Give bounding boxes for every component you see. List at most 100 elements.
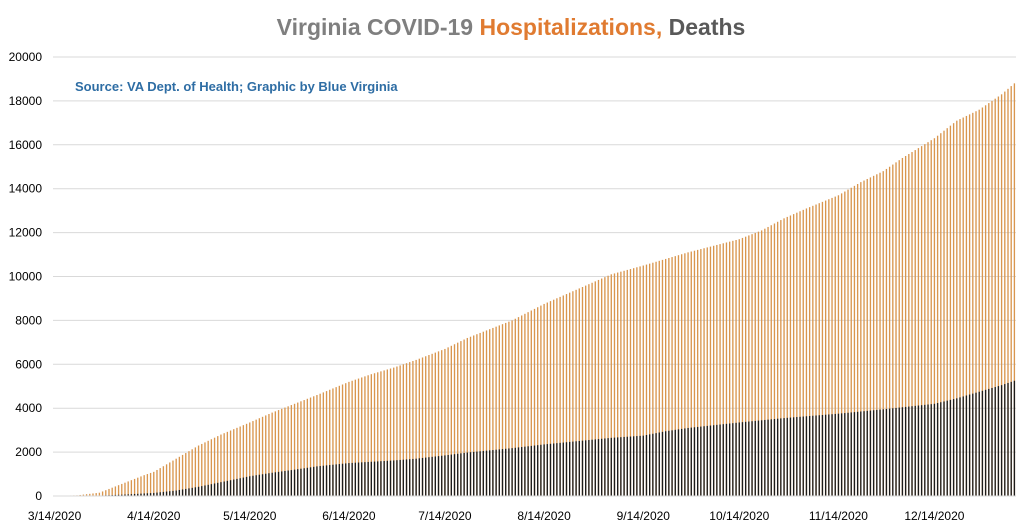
deaths-bar [837,413,840,496]
deaths-bar [415,458,417,496]
hospitalizations-bar [85,494,88,496]
hospitalizations-bar [268,414,270,496]
hospitalizations-bar [936,135,939,496]
hospitalizations-bar [741,237,744,496]
hospitalizations-bar [431,353,433,496]
deaths-bar [572,441,574,496]
x-tick-label: 12/14/2020 [904,509,964,523]
hospitalizations-bar [297,402,299,496]
deaths-bar [895,407,897,496]
hospitalizations-bar [79,494,81,496]
x-tick-label: 8/14/2020 [517,509,571,523]
deaths-bar [623,436,625,496]
deaths-bar [888,408,891,496]
hospitalizations-bar [453,344,456,496]
deaths-bar [818,415,820,496]
deaths-bar [201,486,203,496]
hospitalizations-bar [140,476,142,496]
deaths-bar [300,468,302,496]
deaths-bar [428,457,430,496]
hospitalizations-bar [537,307,539,496]
deaths-bar [130,494,133,496]
x-tick-label: 3/14/2020 [28,509,82,523]
deaths-bar [485,450,488,496]
deaths-bar [226,480,229,496]
deaths-bar [1000,385,1003,496]
deaths-bar [517,447,520,496]
deaths-bar [674,429,676,496]
deaths-bar [153,492,155,496]
deaths-bar [716,424,718,496]
hospitalizations-bar [98,492,101,496]
deaths-bar [265,473,267,496]
hospitalizations-bar [668,258,670,496]
deaths-bar [607,438,609,496]
hospitalizations-bar [245,423,248,496]
deaths-bar [722,424,724,496]
hospitalizations-bar [908,154,910,496]
hospitalizations-bar [185,453,187,496]
deaths-bar [690,427,692,496]
hospitalizations-bar [572,291,574,496]
title-part-virginia: Virginia COVID-19 [277,14,480,40]
hospitalizations-bar [143,475,145,496]
deaths-bar [808,416,811,496]
hospitalizations-bar [885,168,888,496]
deaths-bar [645,435,648,496]
deaths-bar [364,462,366,496]
deaths-bar [681,428,683,496]
hospitalizations-bar [258,418,261,496]
hospitalizations-bar [866,178,868,497]
deaths-bar [380,461,382,496]
hospitalizations-bar [696,249,699,496]
deaths-bar [940,402,942,496]
hospitalizations-bar [213,437,216,496]
gridlines [53,56,1016,453]
deaths-bar [786,417,788,496]
hospitalizations-bar [789,215,792,496]
deaths-bar [441,455,443,496]
hospitalizations-bar [501,324,504,496]
hospitalizations-bar [354,379,357,496]
hospitalizations-bar [105,490,107,496]
deaths-bar [284,470,286,496]
deaths-bar [178,489,181,496]
deaths-bar [728,423,731,496]
hospitalizations-bar [604,277,606,496]
hospitalizations-bar [553,299,555,496]
hospitalizations-bar [722,243,724,496]
deaths-bar [418,458,420,496]
y-tick-label: 8000 [15,313,42,327]
bar-series [53,83,1016,497]
deaths-bar [332,464,334,496]
hospitalizations-bar [949,125,952,497]
hospitalizations-bar [888,166,891,496]
deaths-bar [370,461,372,496]
hospitalizations-bar [639,266,641,496]
hospitalizations-bar [239,426,241,496]
y-tick-label: 20000 [9,50,43,64]
hospitalizations-bar [345,383,347,496]
hospitalizations-bar [444,348,446,496]
hospitalizations-bar [511,320,513,496]
deaths-bar [780,418,782,496]
hospitalizations-bar [162,466,165,496]
hospitalizations-bar [169,462,171,496]
deaths-bar [377,461,379,496]
hospitalizations-bar [748,235,750,497]
deaths-bar [341,463,344,496]
deaths-bar [824,414,827,496]
hospitalizations-bar [776,221,779,496]
y-tick-label: 16000 [9,138,43,152]
hospitalizations-bar [818,203,820,496]
deaths-bar [754,420,756,496]
deaths-bar [165,491,168,496]
deaths-bar [933,403,936,496]
deaths-bar [325,465,328,496]
hospitalizations-bar [904,155,907,497]
hospitalizations-bar [463,339,465,496]
hospitalizations-bar [687,252,689,496]
hospitalizations-bar [543,303,545,496]
deaths-bar [338,464,341,496]
hospitalizations-bar [514,318,516,496]
